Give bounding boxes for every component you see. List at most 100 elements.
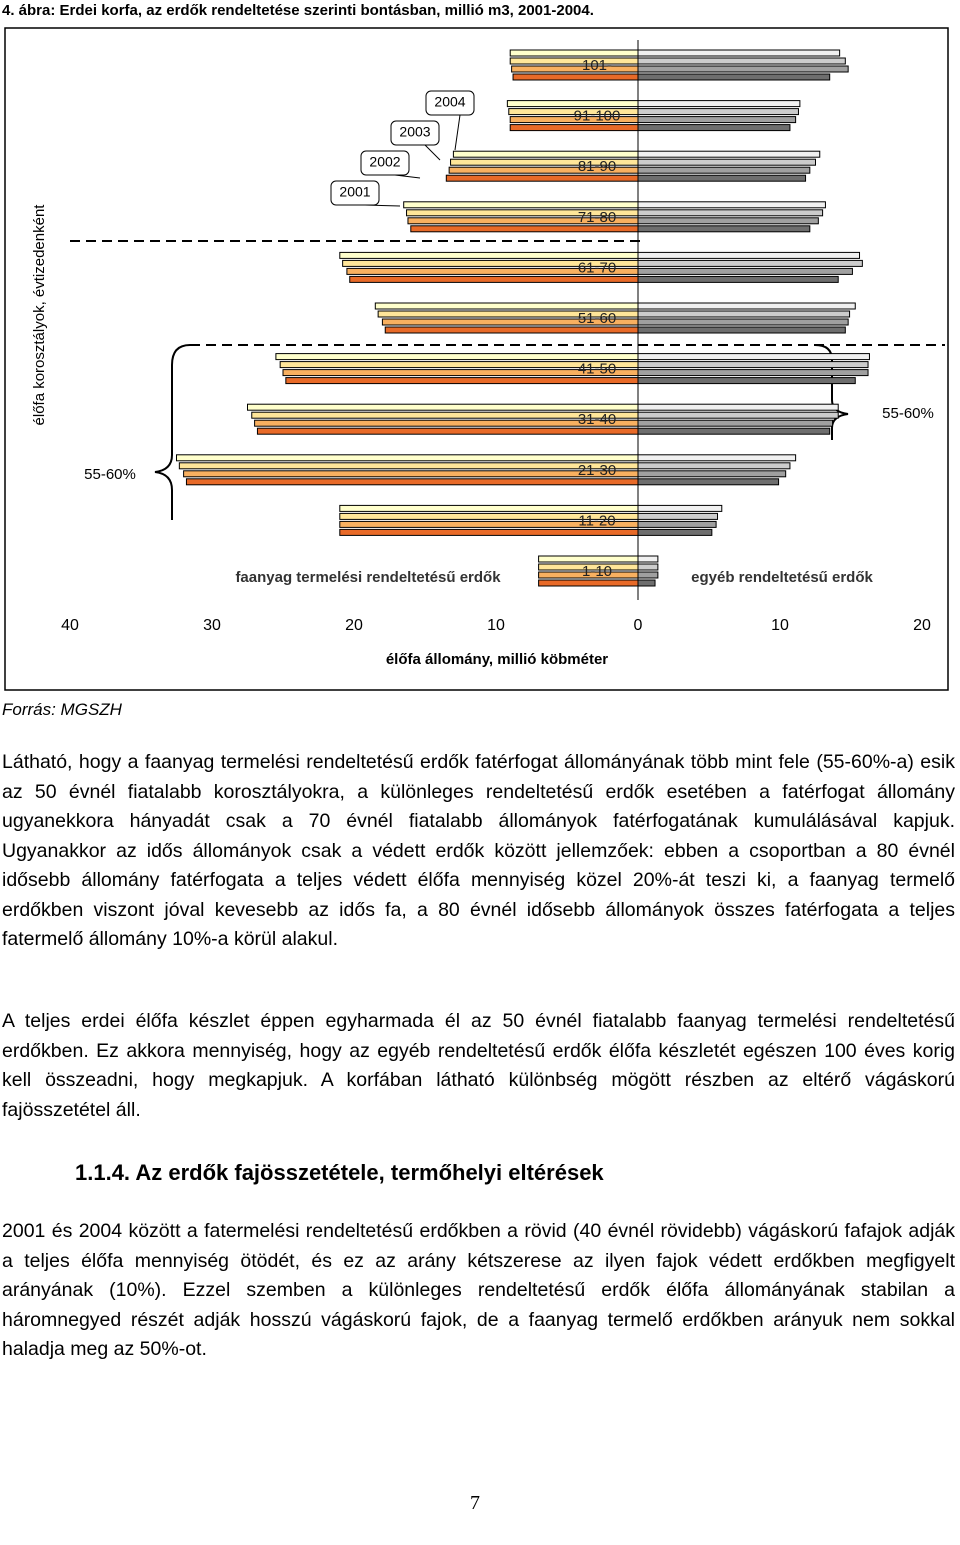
callout-pointer [454, 114, 461, 151]
bar [637, 470, 787, 478]
category-label: 1-10 [582, 563, 612, 580]
bar [339, 251, 639, 259]
bar [178, 462, 639, 470]
category-label: 81-90 [578, 158, 616, 175]
x-tick-label: 0 [634, 617, 643, 634]
bar [637, 225, 811, 233]
heading-number: 1.1.4. [75, 1160, 131, 1185]
bar [509, 124, 639, 132]
bar [637, 403, 839, 411]
bar [637, 251, 861, 259]
legend-label: 2004 [434, 94, 465, 110]
category-label: 41-50 [578, 361, 616, 378]
bar [637, 478, 780, 486]
bar [637, 419, 834, 427]
bar [637, 267, 853, 275]
bar [538, 579, 639, 587]
bar [339, 504, 639, 512]
legend-label: 2003 [399, 124, 430, 140]
bar [637, 217, 819, 225]
bar [511, 65, 639, 73]
bar [506, 100, 639, 108]
bar [637, 65, 849, 73]
bar [637, 108, 799, 116]
bar [275, 353, 639, 361]
category-label: 31-40 [578, 411, 616, 428]
category-label: 71-80 [578, 209, 616, 226]
paragraph: 2001 és 2004 között a fatermelési rendel… [2, 1220, 955, 1360]
bar [183, 470, 639, 478]
bar [637, 116, 797, 124]
right-note: 55-60% [882, 405, 934, 422]
category-label: 61-70 [578, 259, 616, 276]
bar [637, 504, 723, 512]
x-tick-label: 20 [913, 617, 931, 634]
callout-box [425, 90, 475, 116]
bar [384, 326, 639, 334]
bar [637, 201, 826, 209]
bar [637, 326, 846, 334]
bar [452, 150, 639, 158]
category-label: 11-20 [578, 512, 615, 529]
bar [637, 310, 851, 318]
chart-frame [4, 27, 949, 691]
x-tick-label: 40 [61, 617, 79, 634]
source: Forrás: MGSZH [2, 700, 122, 719]
x-tick-label: 10 [771, 617, 789, 634]
bar [509, 49, 639, 57]
category-label: 91-100 [574, 108, 621, 125]
right-group-label: egyéb rendeltetésű erdők [691, 569, 873, 586]
bar [374, 302, 639, 310]
bar [512, 73, 639, 81]
category-label: 51-60 [578, 310, 616, 327]
bar [637, 528, 713, 536]
bar [256, 427, 639, 435]
figure-title: 4. ábra: Erdei korfa, az erdők rendeltet… [2, 2, 594, 19]
bar [637, 377, 856, 385]
bar [349, 275, 639, 283]
legend-label: 2001 [339, 184, 370, 200]
bar [637, 579, 656, 587]
bar [637, 275, 839, 283]
x-tick-label: 20 [345, 617, 363, 634]
bar [538, 555, 639, 563]
bar [637, 49, 841, 57]
x-tick-label: 10 [487, 617, 505, 634]
bar [637, 318, 849, 326]
bar [637, 302, 856, 310]
bar [403, 201, 639, 209]
callout-box [390, 120, 440, 146]
bar [637, 100, 801, 108]
callout-box [360, 150, 410, 176]
legend-label: 2002 [369, 154, 400, 170]
x-axis-label: élőfa állomány, millió köbméter [386, 651, 608, 668]
bar [637, 166, 811, 174]
heading-text: Az erdők fajösszetétele, termőhelyi elté… [135, 1160, 604, 1185]
bar [637, 411, 839, 419]
bar [247, 403, 639, 411]
bar [637, 174, 807, 182]
paragraph: A teljes erdei élőfa készlet éppen egyha… [2, 1010, 955, 1121]
bar [637, 353, 870, 361]
bar [410, 225, 639, 233]
bar [637, 427, 831, 435]
bar [285, 377, 639, 385]
bar [637, 555, 659, 563]
bar [637, 259, 863, 267]
heading: 1.1.4. Az erdők fajösszetétele, termőhel… [75, 1160, 604, 1186]
bar [637, 361, 869, 369]
bar [339, 528, 639, 536]
bar [637, 454, 797, 462]
bar [176, 454, 639, 462]
x-tick-label: 30 [203, 617, 221, 634]
bar [637, 512, 719, 520]
callout-pointer [424, 144, 441, 161]
bar [637, 369, 869, 377]
chart: élőfa korosztályok, évtizedenként élőfa … [4, 27, 949, 691]
bar [637, 124, 791, 132]
bar [637, 563, 659, 571]
bar [637, 209, 824, 217]
bar [637, 520, 717, 528]
bar [637, 73, 831, 81]
